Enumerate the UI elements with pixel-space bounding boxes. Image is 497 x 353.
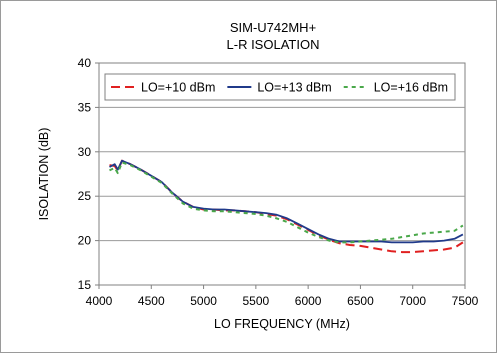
- x-tick-label-6000: 6000: [295, 294, 322, 308]
- x-tick-label-7000: 7000: [399, 294, 426, 308]
- chart-title: SIM-U742MH+: [230, 20, 316, 35]
- legend-box: [104, 73, 456, 101]
- x-tick-label-6500: 6500: [347, 294, 374, 308]
- y-tick-label-30: 30: [78, 145, 92, 159]
- x-tick-label-5000: 5000: [190, 294, 217, 308]
- legend-label-3: LO=+16 dBm: [374, 81, 448, 95]
- series-line-1: [109, 159, 464, 254]
- x-axis-title: LO FREQUENCY (MHz): [214, 317, 350, 331]
- y-tick-label-40: 40: [78, 56, 92, 70]
- legend: LO=+10 dBm LO=+13 dBm LO=+16 dBm: [104, 73, 456, 101]
- y-tick-labels: 15 20 25 30 35 40: [78, 56, 99, 292]
- x-tick-label-7500: 7500: [452, 294, 479, 308]
- y-tick-label-20: 20: [78, 234, 92, 248]
- grid-lines: [99, 106, 465, 242]
- series-lines: [109, 159, 464, 254]
- y-tick-label-35: 35: [78, 100, 92, 114]
- x-tick-label-4000: 4000: [86, 294, 113, 308]
- x-tick-label-4500: 4500: [138, 294, 165, 308]
- chart-subtitle: L-R ISOLATION: [227, 37, 320, 52]
- series-line-2: [109, 159, 464, 244]
- y-tick-label-25: 25: [78, 189, 92, 203]
- x-tick-labels: 4000 4500 5000 5500 6000 6500 7000 7500: [86, 285, 479, 308]
- x-tick-label-5500: 5500: [243, 294, 270, 308]
- y-axis-title: ISOLATION (dB): [37, 128, 51, 221]
- legend-label-2: LO=+13 dBm: [257, 81, 331, 95]
- series-line-3: [109, 161, 464, 244]
- legend-label-1: LO=+10 dBm: [141, 81, 215, 95]
- y-tick-label-15: 15: [78, 278, 92, 292]
